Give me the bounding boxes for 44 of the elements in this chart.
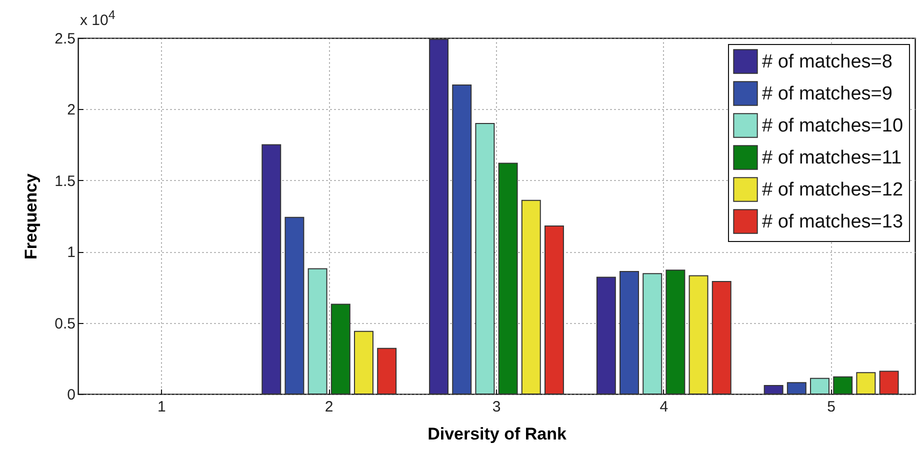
bar [284, 216, 304, 394]
legend-label: # of matches=13 [762, 212, 904, 232]
bar [596, 276, 616, 394]
y-tick-label: 1.5 [54, 172, 76, 190]
bar [452, 84, 472, 394]
legend-label: # of matches=10 [762, 116, 904, 136]
bar [856, 372, 876, 394]
bar [521, 200, 541, 394]
bar [712, 281, 732, 394]
bar [786, 382, 806, 394]
bar [377, 348, 397, 394]
bar [764, 384, 784, 394]
bar [429, 38, 449, 394]
y-axis-title: Frequency [22, 172, 41, 260]
x-tick-label: 1 [158, 398, 166, 416]
bar [330, 304, 350, 394]
legend-label: # of matches=8 [762, 52, 892, 72]
bar [262, 144, 282, 394]
legend-label: # of matches=12 [762, 180, 904, 200]
x-tick-label: 5 [827, 398, 836, 416]
y-tick-label: 0 [67, 386, 76, 404]
bar [688, 275, 708, 394]
bar [475, 122, 495, 394]
bar [810, 378, 830, 394]
y-tick-label: 0.5 [54, 315, 76, 332]
legend-label: # of matches=9 [762, 84, 892, 104]
bar [308, 268, 328, 394]
x-tick-label: 3 [492, 398, 501, 416]
bar [498, 162, 518, 394]
bar [833, 376, 853, 394]
x-axis-title: Diversity of Rank [428, 424, 567, 444]
x-tick-label: 4 [660, 398, 668, 416]
bar [666, 270, 686, 394]
y-tick-label: 1 [67, 244, 76, 262]
legend-label: # of matches=11 [762, 148, 902, 168]
x-tick-label: 2 [324, 398, 334, 416]
text: x 10$^{4}$ [80, 8, 116, 29]
bar [620, 271, 639, 394]
bar [879, 370, 899, 394]
bar [354, 330, 374, 394]
bar [642, 273, 662, 394]
bar [544, 225, 564, 394]
y-tick-label: 2.5 [54, 30, 76, 48]
y-tick-label: 2 [67, 102, 76, 119]
